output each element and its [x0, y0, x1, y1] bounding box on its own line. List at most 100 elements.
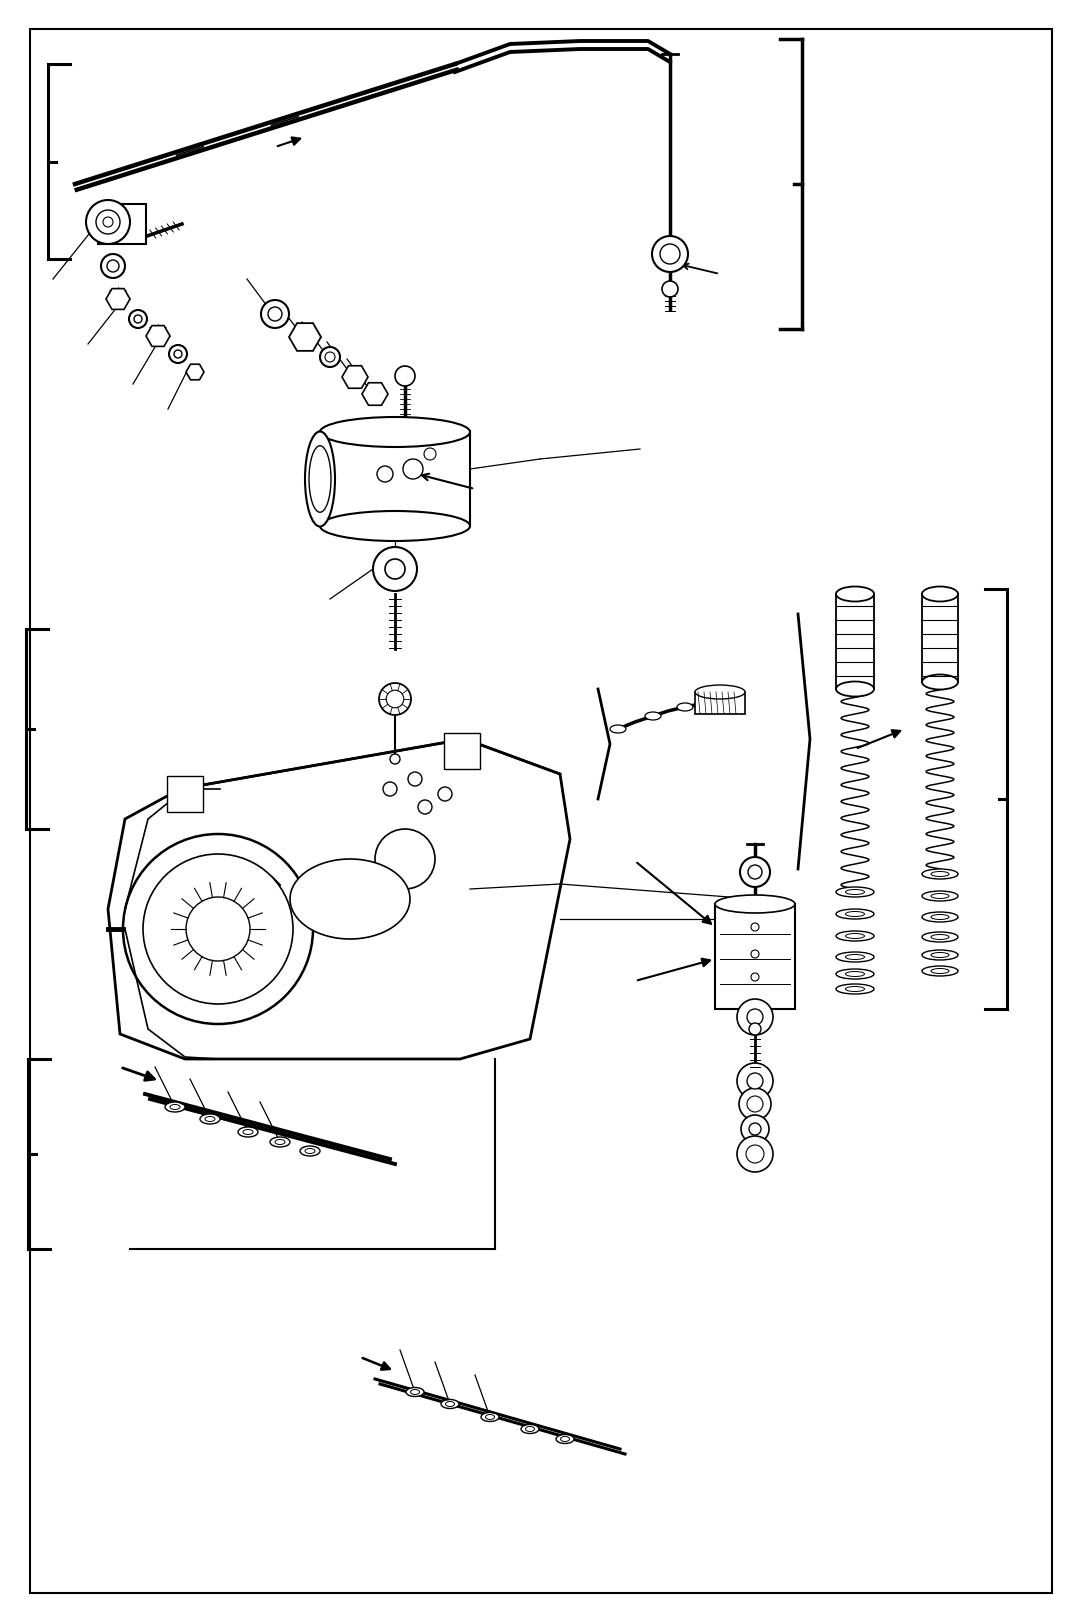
Ellipse shape [309, 446, 331, 513]
Polygon shape [108, 740, 570, 1060]
Circle shape [103, 217, 113, 227]
Ellipse shape [922, 912, 958, 922]
Circle shape [373, 547, 417, 592]
Ellipse shape [526, 1427, 535, 1431]
Ellipse shape [922, 951, 958, 961]
Ellipse shape [610, 725, 626, 734]
Circle shape [386, 691, 404, 708]
Bar [320, 432, 470, 527]
Bar [444, 734, 480, 769]
Circle shape [268, 308, 282, 321]
Ellipse shape [715, 896, 795, 914]
Bar [695, 693, 745, 714]
Ellipse shape [446, 1402, 454, 1407]
Ellipse shape [290, 860, 410, 940]
Circle shape [375, 829, 435, 889]
Circle shape [123, 834, 313, 1024]
Ellipse shape [441, 1399, 459, 1409]
Circle shape [325, 352, 335, 364]
Circle shape [737, 1063, 773, 1099]
Bar [167, 776, 203, 813]
Circle shape [739, 1089, 771, 1120]
Circle shape [169, 346, 187, 364]
Circle shape [101, 255, 126, 279]
Circle shape [751, 951, 758, 959]
Ellipse shape [922, 933, 958, 943]
Circle shape [747, 1010, 763, 1026]
Polygon shape [342, 367, 368, 390]
Ellipse shape [836, 909, 874, 920]
Ellipse shape [931, 872, 949, 876]
Ellipse shape [320, 417, 470, 448]
Ellipse shape [931, 953, 949, 958]
Ellipse shape [320, 511, 470, 542]
Ellipse shape [204, 1117, 215, 1121]
Circle shape [741, 1115, 769, 1143]
Circle shape [390, 755, 400, 764]
Ellipse shape [845, 954, 865, 959]
Ellipse shape [645, 712, 661, 721]
Ellipse shape [845, 987, 865, 992]
Ellipse shape [845, 933, 865, 940]
Ellipse shape [931, 894, 949, 899]
Ellipse shape [560, 1436, 569, 1441]
Bar [715, 904, 795, 1010]
Polygon shape [362, 383, 388, 406]
Circle shape [751, 974, 758, 982]
Polygon shape [186, 365, 204, 380]
Circle shape [107, 261, 119, 273]
Ellipse shape [270, 1138, 290, 1147]
Ellipse shape [845, 972, 865, 977]
Ellipse shape [238, 1128, 258, 1138]
Circle shape [85, 201, 130, 245]
Circle shape [261, 300, 289, 329]
Ellipse shape [677, 703, 692, 711]
Ellipse shape [200, 1115, 220, 1125]
Ellipse shape [922, 870, 958, 880]
Circle shape [379, 683, 411, 716]
Circle shape [320, 347, 340, 368]
Circle shape [186, 898, 250, 961]
Circle shape [174, 351, 182, 359]
Circle shape [408, 773, 422, 787]
Ellipse shape [486, 1415, 494, 1420]
Ellipse shape [836, 953, 874, 962]
Circle shape [143, 854, 293, 1005]
Ellipse shape [243, 1130, 253, 1134]
Ellipse shape [305, 432, 335, 527]
Circle shape [747, 1096, 763, 1112]
Ellipse shape [931, 915, 949, 920]
Ellipse shape [836, 985, 874, 995]
Ellipse shape [845, 889, 865, 894]
Circle shape [129, 312, 147, 329]
Ellipse shape [922, 966, 958, 977]
Circle shape [395, 367, 415, 386]
Circle shape [438, 787, 452, 802]
Ellipse shape [695, 685, 745, 700]
Ellipse shape [836, 588, 874, 602]
Circle shape [745, 1146, 764, 1164]
Circle shape [652, 237, 688, 273]
Circle shape [737, 1000, 773, 1035]
Polygon shape [289, 325, 321, 352]
Circle shape [660, 245, 679, 265]
Ellipse shape [275, 1139, 285, 1144]
Ellipse shape [556, 1435, 573, 1443]
Polygon shape [106, 289, 130, 310]
Circle shape [403, 459, 423, 480]
Ellipse shape [931, 969, 949, 974]
Circle shape [377, 467, 393, 482]
Ellipse shape [170, 1105, 180, 1110]
Ellipse shape [922, 891, 958, 901]
Bar [98, 204, 146, 245]
Bar [836, 594, 874, 690]
Circle shape [134, 316, 142, 325]
Circle shape [383, 782, 397, 797]
Circle shape [747, 1073, 763, 1089]
Ellipse shape [164, 1102, 185, 1112]
Circle shape [418, 800, 432, 815]
Ellipse shape [300, 1146, 320, 1156]
Circle shape [737, 1136, 773, 1172]
Circle shape [385, 560, 405, 579]
Circle shape [740, 857, 770, 888]
